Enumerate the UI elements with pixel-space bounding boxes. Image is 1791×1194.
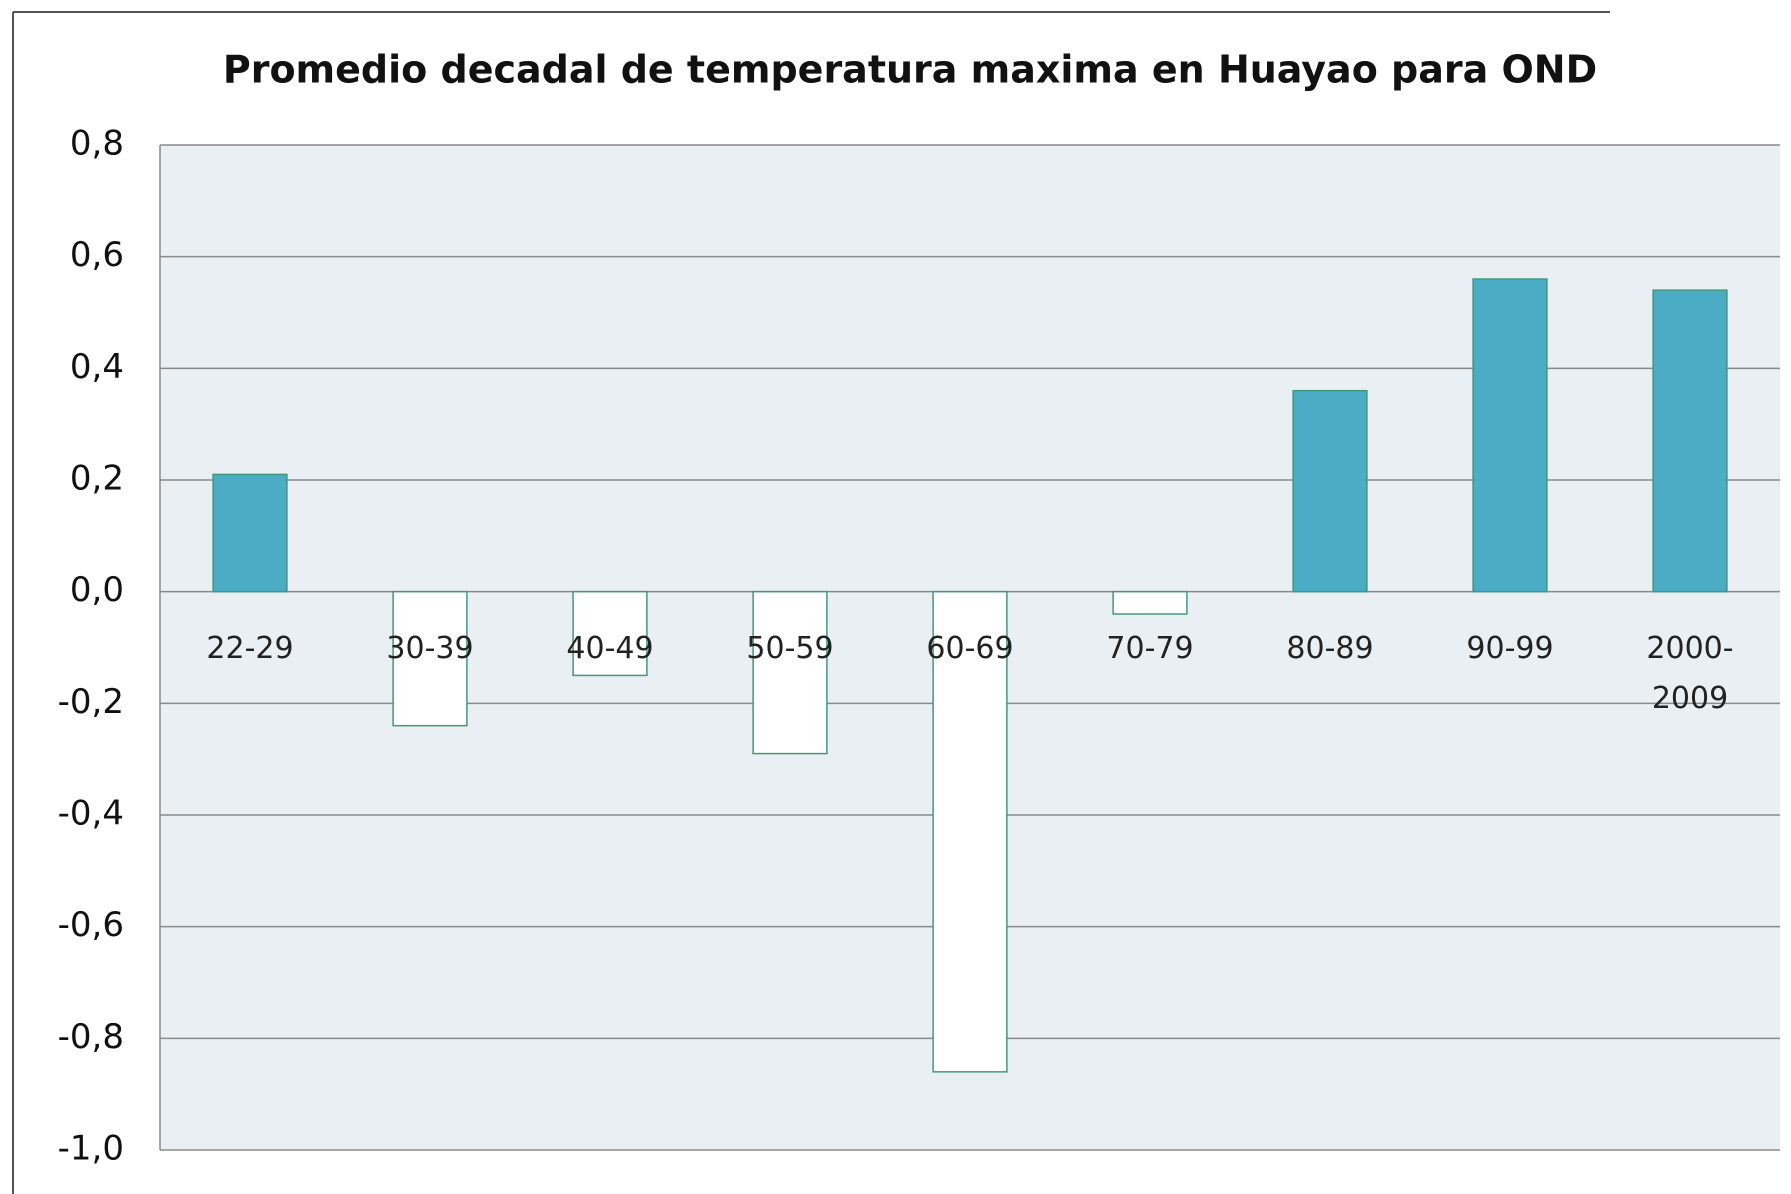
y-tick-label: 0,6: [70, 235, 124, 275]
y-tick-label: -0,2: [58, 682, 124, 722]
bar: [752, 590, 828, 755]
bar: [212, 473, 288, 593]
bar: [1652, 289, 1728, 593]
x-tick-label: 90-99: [1466, 630, 1554, 666]
bar: [572, 590, 648, 677]
y-tick-label: -0,6: [58, 905, 124, 945]
bar: [932, 590, 1008, 1073]
y-tick-label: 0,4: [70, 347, 124, 387]
x-tick-label: 30-39: [386, 630, 474, 666]
y-tick-label: -0,4: [58, 794, 124, 834]
y-tick-label: -1,0: [58, 1129, 124, 1169]
x-tick-label: 50-59: [746, 630, 834, 666]
y-tick-label: -0,8: [58, 1017, 124, 1057]
bar: [1472, 278, 1548, 593]
x-tick-label: 70-79: [1106, 630, 1194, 666]
bar: [1112, 590, 1188, 615]
y-tick-label: 0,2: [70, 459, 124, 499]
bar: [1292, 389, 1368, 593]
x-tick-label: 2000-2009: [1646, 630, 1734, 716]
x-tick-label: 60-69: [926, 630, 1014, 666]
bar: [392, 590, 468, 727]
x-tick-label: 80-89: [1286, 630, 1374, 666]
y-tick-label: 0,0: [70, 570, 124, 610]
y-tick-label: 0,8: [70, 124, 124, 164]
x-tick-label: 40-49: [566, 630, 654, 666]
chart-title: Promedio decadal de temperatura maxima e…: [223, 48, 1597, 92]
x-tick-label: 22-29: [206, 630, 294, 666]
